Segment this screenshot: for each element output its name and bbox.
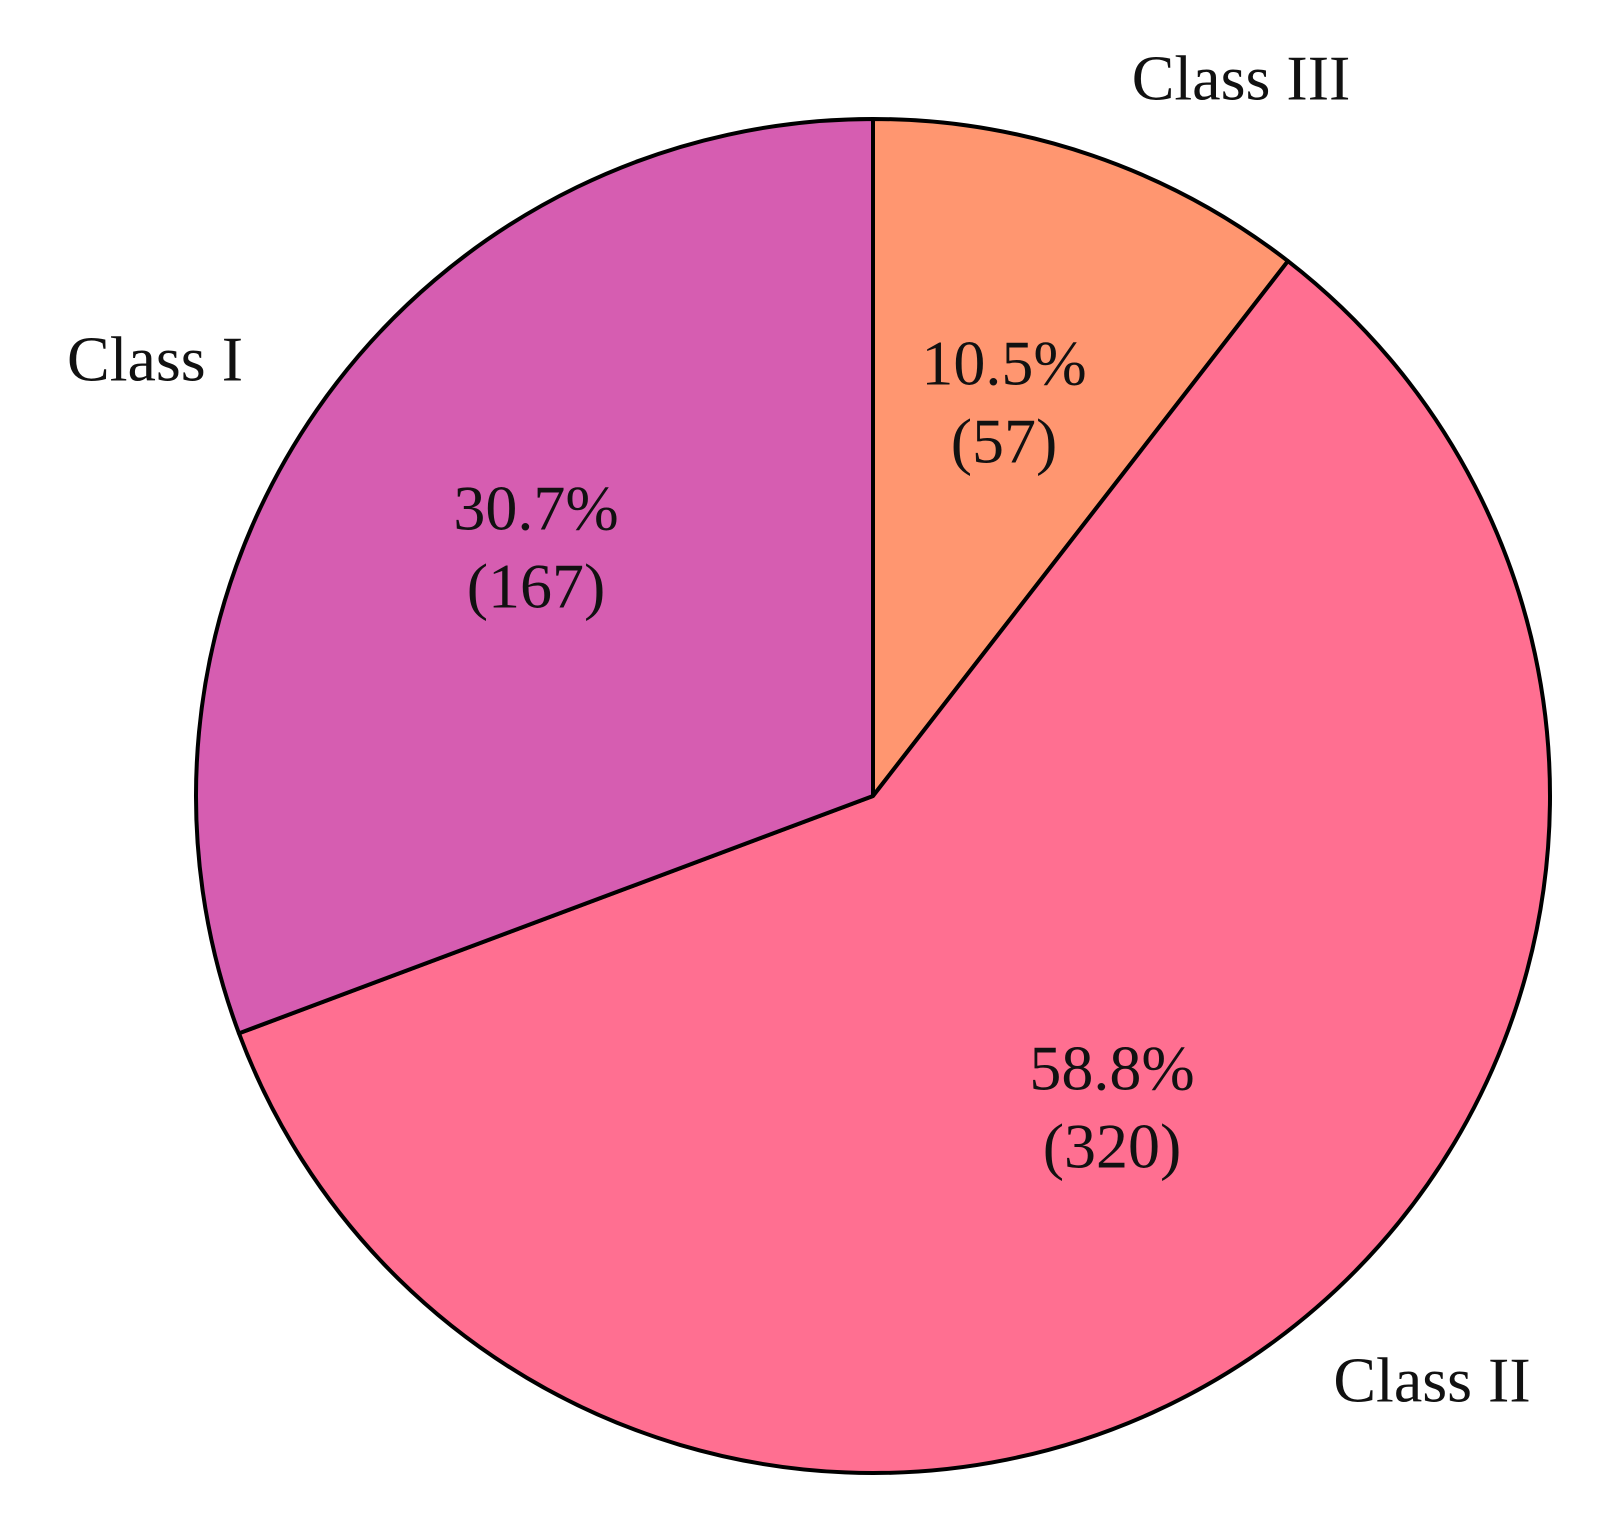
value-label: 30.7% <box>453 473 618 544</box>
value-label: 10.5% <box>921 328 1086 399</box>
category-label: Class III <box>1132 43 1351 114</box>
pie-slice <box>236 259 1552 1475</box>
category-label: Class I <box>67 324 243 395</box>
count-label: (167) <box>467 551 606 622</box>
count-label: (320) <box>1043 1111 1182 1182</box>
pie-slice <box>871 117 1290 798</box>
value-label: 58.8% <box>1029 1033 1194 1104</box>
category-label: Class II <box>1333 1345 1530 1416</box>
pie-slice <box>194 117 875 1036</box>
count-label: (57) <box>951 406 1058 477</box>
